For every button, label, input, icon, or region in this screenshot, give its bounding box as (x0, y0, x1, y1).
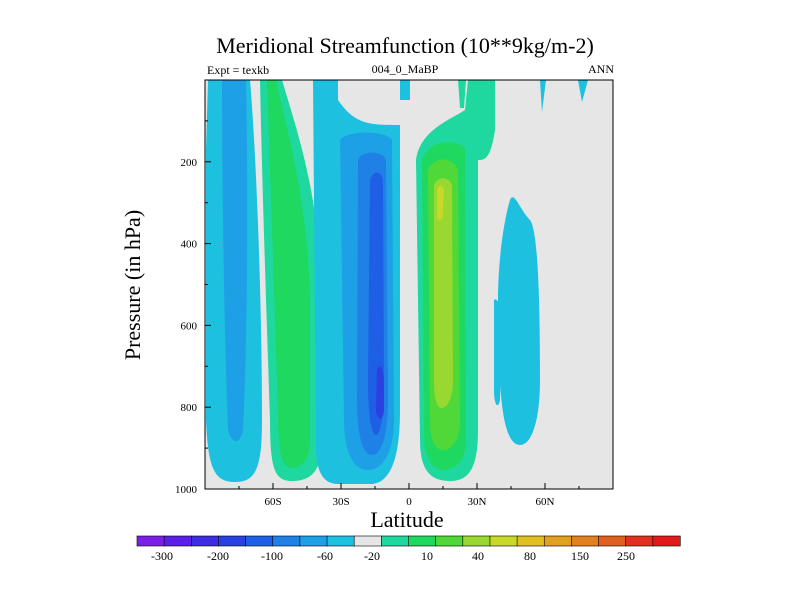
colorbar-tick-label: 40 (472, 549, 484, 563)
colorbar-swatch (381, 535, 410, 547)
y-tick-label: 200 (181, 157, 198, 169)
colorbar-swatch (652, 535, 681, 547)
contour-ferrel-north (498, 197, 540, 445)
colorbar: -300 -200 -100 -60 -20 10 40 80 150 250 (136, 535, 681, 563)
run-label: 004_0_MaBP (372, 62, 439, 76)
y-axis: 200 400 600 800 1000 (175, 120, 211, 496)
colorbar-tick-label: 80 (524, 549, 536, 563)
colorbar-tick-label: -200 (207, 549, 229, 563)
colorbar-swatch (571, 535, 600, 547)
colorbar-swatch (299, 535, 328, 547)
colorbar-swatch (543, 535, 573, 547)
x-tick-label: 0 (406, 496, 412, 508)
colorbar-tick-label: 10 (421, 549, 433, 563)
colorbar-tick-label: 250 (617, 549, 635, 563)
contour-hadley-south-l5 (376, 366, 384, 419)
colorbar-tick-label: -60 (317, 549, 333, 563)
contour-top-right-sliver-2 (578, 80, 588, 102)
x-tick-label: 60N (536, 496, 555, 508)
y-tick-label: 800 (181, 402, 198, 414)
colorbar-tick-label: 150 (571, 549, 589, 563)
y-tick-label: 600 (181, 320, 198, 332)
colorbar-swatch (272, 535, 301, 547)
colorbar-swatch (408, 535, 437, 547)
contour-ferrel-south-inner (267, 80, 310, 468)
colorbar-swatch (218, 535, 247, 547)
colorbar-swatch (326, 535, 355, 547)
x-axis: 60S 30S 0 30N 60N (238, 483, 580, 508)
contour-hadley-north-l4 (434, 178, 453, 408)
chart-title: Meridional Streamfunction (10**9kg/m-2) (216, 33, 594, 58)
colorbar-swatch (353, 535, 382, 547)
contour-ferrel-north-lobe (494, 299, 502, 406)
colorbar-swatch (136, 535, 165, 547)
colorbar-swatch (163, 535, 192, 547)
contour-top-right-sliver-1 (540, 80, 546, 112)
colorbar-swatch (489, 535, 518, 547)
x-tick-label: 30S (332, 496, 349, 508)
y-axis-title: Pressure (in hPa) (120, 210, 145, 360)
x-tick-label: 60S (264, 496, 281, 508)
contour-hadley-north-l5 (437, 185, 444, 221)
y-tick-label: 400 (181, 239, 198, 251)
x-axis-title: Latitude (370, 507, 443, 532)
contour-upper-north-band (478, 80, 495, 160)
colorbar-swatch (625, 535, 654, 547)
contour-upper-north-sliver (458, 80, 466, 108)
x-tick-label: 30N (468, 496, 487, 508)
y-tick-label: 1000 (175, 484, 198, 496)
contour-polar-south-inner (222, 80, 248, 442)
colorbar-tick-label: -100 (261, 549, 283, 563)
season-label: ANN (588, 62, 614, 76)
colorbar-swatch (462, 535, 491, 547)
colorbar-swatch (435, 535, 464, 547)
colorbar-tick-label: -300 (151, 549, 173, 563)
plot-area (205, 80, 613, 489)
experiment-label: Expt = texkb (207, 63, 269, 77)
colorbar-swatch (598, 535, 627, 547)
colorbar-swatch (191, 535, 220, 547)
contour-top-sliver (400, 80, 410, 100)
colorbar-swatch (516, 535, 545, 547)
colorbar-swatch (245, 535, 274, 547)
colorbar-tick-label: -20 (364, 549, 380, 563)
